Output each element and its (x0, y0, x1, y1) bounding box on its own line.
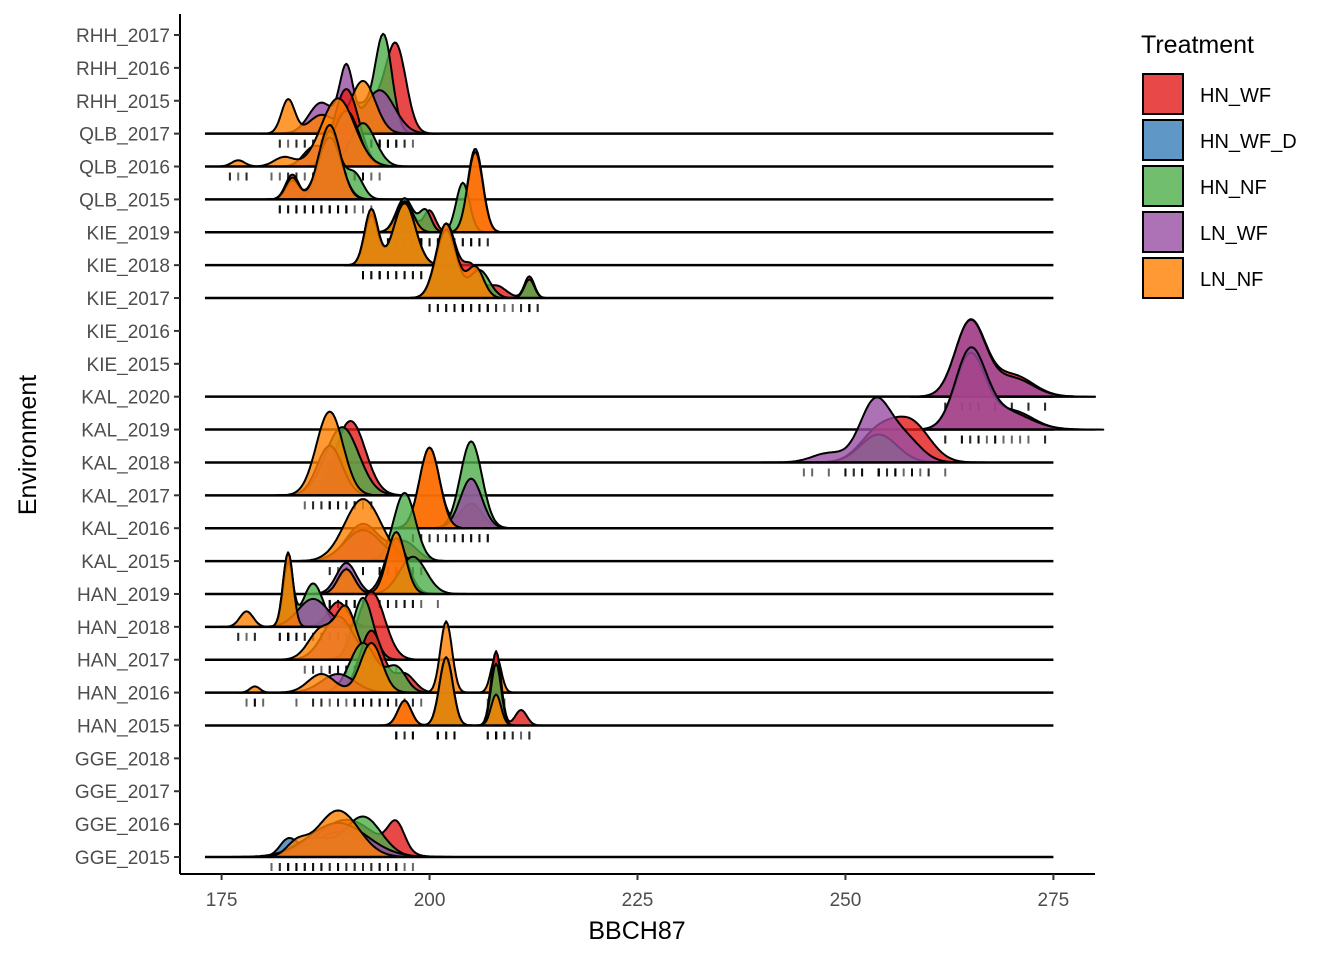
density-ln-wf (902, 346, 1105, 431)
density-ln-nf (210, 97, 406, 168)
y-tick-label: KIE_2018 (87, 256, 170, 277)
y-tick-label: KAL_2018 (81, 453, 170, 474)
y-tick-label: HAN_2016 (77, 684, 170, 705)
legend-label: HN_WF (1200, 85, 1271, 107)
ridge-gge-2015 (204, 809, 1054, 871)
legend-item: LN_WF (1142, 211, 1268, 253)
legend-swatch (1142, 211, 1184, 253)
legend-item: HN_WF_D (1142, 119, 1297, 161)
legend-swatch (1142, 73, 1184, 115)
legend-swatch (1142, 257, 1184, 299)
y-tick-label: GGE_2016 (75, 815, 170, 836)
y-tick-label: GGE_2018 (75, 749, 170, 770)
legend-swatch (1142, 119, 1184, 161)
y-tick-label: QLB_2017 (79, 125, 170, 146)
x-tick-label: 250 (830, 890, 862, 911)
y-tick-label: QLB_2015 (79, 190, 170, 211)
y-tick-label: KAL_2017 (81, 486, 170, 507)
density-ln-nf (377, 656, 518, 727)
y-tick-label: KAL_2020 (81, 388, 170, 409)
legend-label: LN_NF (1200, 269, 1263, 291)
ridge-kie-2018 (204, 202, 1054, 280)
y-tick-label: KAL_2019 (81, 421, 170, 442)
legend-item: LN_NF (1142, 257, 1263, 299)
x-tick-label: 275 (1038, 890, 1070, 911)
ridge-qlb-2015 (204, 124, 1054, 214)
x-tick-label: 175 (206, 890, 238, 911)
y-tick-label: KIE_2019 (87, 223, 170, 244)
y-tick-label: GGE_2017 (75, 782, 170, 803)
y-tick-label: KIE_2016 (87, 322, 170, 343)
ridge-kal-2015 (204, 491, 1054, 576)
legend-title: Treatment (1141, 31, 1254, 59)
legend-swatch (1142, 165, 1184, 207)
density-ln-nf (264, 124, 374, 201)
y-tick-label: QLB_2016 (79, 158, 170, 179)
y-tick-label: HAN_2017 (77, 651, 170, 672)
density-ln-nf (218, 551, 310, 628)
density-ln-wf (909, 318, 1096, 398)
y-tick-label: GGE_2015 (75, 848, 170, 869)
x-axis: 175 200 225 250 275 (180, 873, 1095, 911)
y-tick-label: KAL_2016 (81, 519, 170, 540)
ridge-kie-2017 (204, 222, 1054, 313)
ridge-han-2017 (204, 590, 1054, 674)
plot-area (204, 32, 1105, 871)
legend-label: LN_WF (1200, 223, 1268, 245)
ridge-qlb-2017 (204, 32, 1054, 148)
legend-item: HN_WF (1142, 73, 1271, 115)
y-tick-label: RHH_2015 (76, 92, 170, 113)
ridge-han-2015 (204, 650, 1054, 740)
density-ln-wf (761, 396, 972, 464)
legend: Treatment HN_WF HN_WF_D HN_NF LN_WF LN_NF (1141, 31, 1297, 299)
ridge-han-2019 (204, 531, 1054, 608)
density-ln-nf (405, 222, 510, 299)
density-ln-nf (312, 531, 434, 595)
legend-label: HN_NF (1200, 177, 1267, 199)
legend-label: HN_WF_D (1200, 131, 1297, 153)
legend-item: HN_NF (1142, 165, 1267, 207)
x-axis-title: BBCH87 (588, 917, 685, 945)
y-tick-label: HAN_2019 (77, 585, 170, 606)
y-axis: GGE_2015 GGE_2016 GGE_2017 GGE_2018 HAN_2015… (75, 14, 181, 874)
y-tick-label: RHH_2016 (76, 59, 170, 80)
y-axis-title: Environment (14, 375, 42, 515)
x-tick-label: 225 (622, 890, 654, 911)
y-tick-label: HAN_2018 (77, 618, 170, 639)
y-tick-label: KAL_2015 (81, 552, 170, 573)
y-tick-label: HAN_2015 (77, 716, 170, 737)
ridge-kal-2017 (204, 410, 1054, 510)
y-tick-label: KIE_2015 (87, 355, 170, 376)
y-tick-label: RHH_2017 (76, 26, 170, 47)
density-ln-nf (275, 410, 384, 497)
y-tick-label: KIE_2017 (87, 289, 170, 310)
x-tick-label: 200 (414, 890, 446, 911)
